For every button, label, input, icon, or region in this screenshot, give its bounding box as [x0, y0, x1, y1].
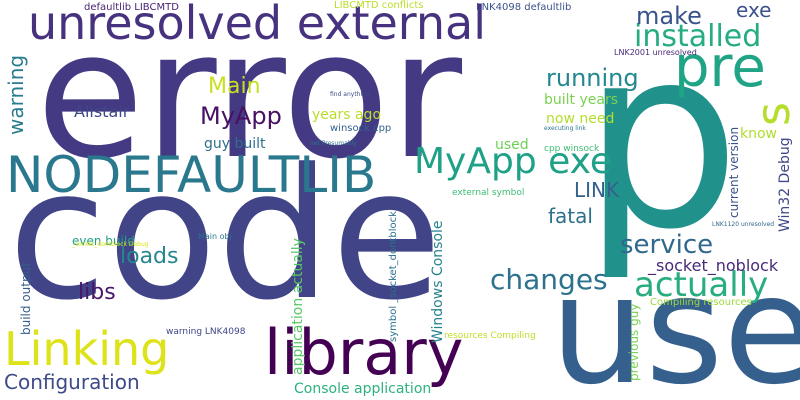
word-installed: installed — [634, 19, 762, 54]
word-lnk2001-unresolved: LNK2001 unresolved — [614, 48, 697, 57]
word-used: used — [495, 137, 529, 153]
word-build-output: build output — [19, 262, 33, 335]
word-make: make — [636, 2, 702, 30]
word-built-years: built years — [544, 92, 619, 108]
word-fatal: fatal — [548, 204, 593, 228]
word-defaultlib-libcmtd: defaultlib LIBCMTD — [84, 2, 179, 13]
word-cpp-winsock: cpp winsock — [544, 144, 600, 154]
word-symbol-socket-dontblock: symbol _socket_dontblock — [388, 211, 399, 342]
word-nodefaultlib: NODEFAULTLIB — [6, 146, 377, 204]
word-unresolved-external: unresolved external — [28, 0, 487, 50]
word-pre: pre — [674, 35, 766, 100]
word-application-actually: application actually — [290, 238, 306, 375]
word-main: Main — [208, 74, 261, 99]
word-resources-compiling: resources Compiling — [444, 331, 536, 341]
word-myapp-exe: MyApp exe — [414, 141, 612, 182]
word-previous-guy: previous guy — [627, 303, 641, 381]
word-current-version: current version — [727, 126, 741, 218]
word-s: s — [746, 102, 800, 126]
word-find-anything: find anything — [330, 91, 370, 98]
word-lnk4098-defaultlib: LNK4098 defaultlib — [476, 2, 572, 13]
word-p: p — [582, 0, 741, 284]
word-exe: exe — [736, 0, 772, 22]
word-know: know — [740, 126, 777, 142]
word-library: library — [264, 316, 464, 389]
word-socket-noblock: _socket_noblock — [648, 256, 779, 275]
word-warning-lnk4098: warning LNK4098 — [166, 327, 246, 337]
word-warning: warning — [4, 54, 28, 135]
word-libcmtd-conflicts: LIBCMTD conflicts — [334, 0, 424, 11]
word-running: running — [546, 64, 639, 92]
word-lnk1120-unresolved: LNK1120 unresolved — [712, 221, 775, 228]
word-loads: loads — [120, 244, 179, 269]
word-years-ago: years ago — [312, 107, 382, 123]
word-actually: actually — [634, 265, 769, 305]
word-changes: changes — [490, 263, 608, 296]
word-compiling-resources: Compiling resources — [650, 297, 752, 308]
word-configuration: Configuration — [4, 370, 140, 394]
word-code: code — [8, 131, 443, 340]
word-even-build: even build — [72, 234, 135, 248]
word-winsock-cpp: winsock cpp — [330, 123, 392, 134]
word-console-application: Console application — [294, 381, 432, 397]
word-link: LINK — [574, 178, 620, 202]
word-libs: libs — [78, 280, 116, 305]
word-external-symbol: external symbol — [452, 188, 525, 198]
word-use: use — [550, 244, 800, 400]
word-main-obj: Main obj — [198, 232, 232, 241]
word-net-presumably: net Presumably — [310, 140, 357, 147]
word-alistair: Alistair — [74, 102, 130, 121]
word-socket-dontblock-debug: _socket_dontblock Debug — [72, 241, 149, 248]
word-executing-link: executing link — [544, 125, 586, 132]
word-windows-console: Windows Console — [430, 220, 446, 343]
word-linking: Linking — [4, 322, 170, 376]
word-service: service — [620, 230, 714, 260]
word-guy-built: guy built — [204, 136, 266, 152]
word-error: error — [36, 0, 463, 198]
word-win32-debug: Win32 Debug — [777, 137, 793, 232]
word-now-need: now need — [546, 111, 615, 127]
word-myapp: MyApp — [200, 102, 282, 130]
